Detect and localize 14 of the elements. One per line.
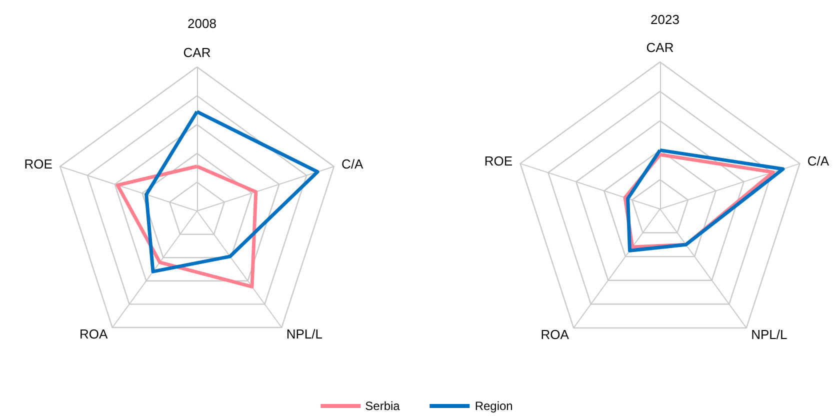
spoke-label: CAR	[183, 45, 211, 60]
chart-title: 2023	[650, 12, 680, 27]
legend-label: Serbia	[365, 399, 400, 413]
spoke-label: ROE	[24, 156, 53, 172]
spoke-label: ROE	[484, 154, 513, 169]
legend-label: Region	[474, 399, 513, 413]
spoke-label: C/A	[342, 156, 364, 172]
spoke-label: NPL/L	[751, 326, 788, 342]
spoke-label: C/A	[807, 154, 830, 169]
spoke-label: CAR	[646, 40, 674, 55]
spoke-label: ROA	[540, 326, 570, 342]
chart-title: 2008	[188, 16, 216, 31]
spoke-label: NPL/L	[286, 326, 322, 342]
spoke-label: ROA	[79, 326, 108, 342]
